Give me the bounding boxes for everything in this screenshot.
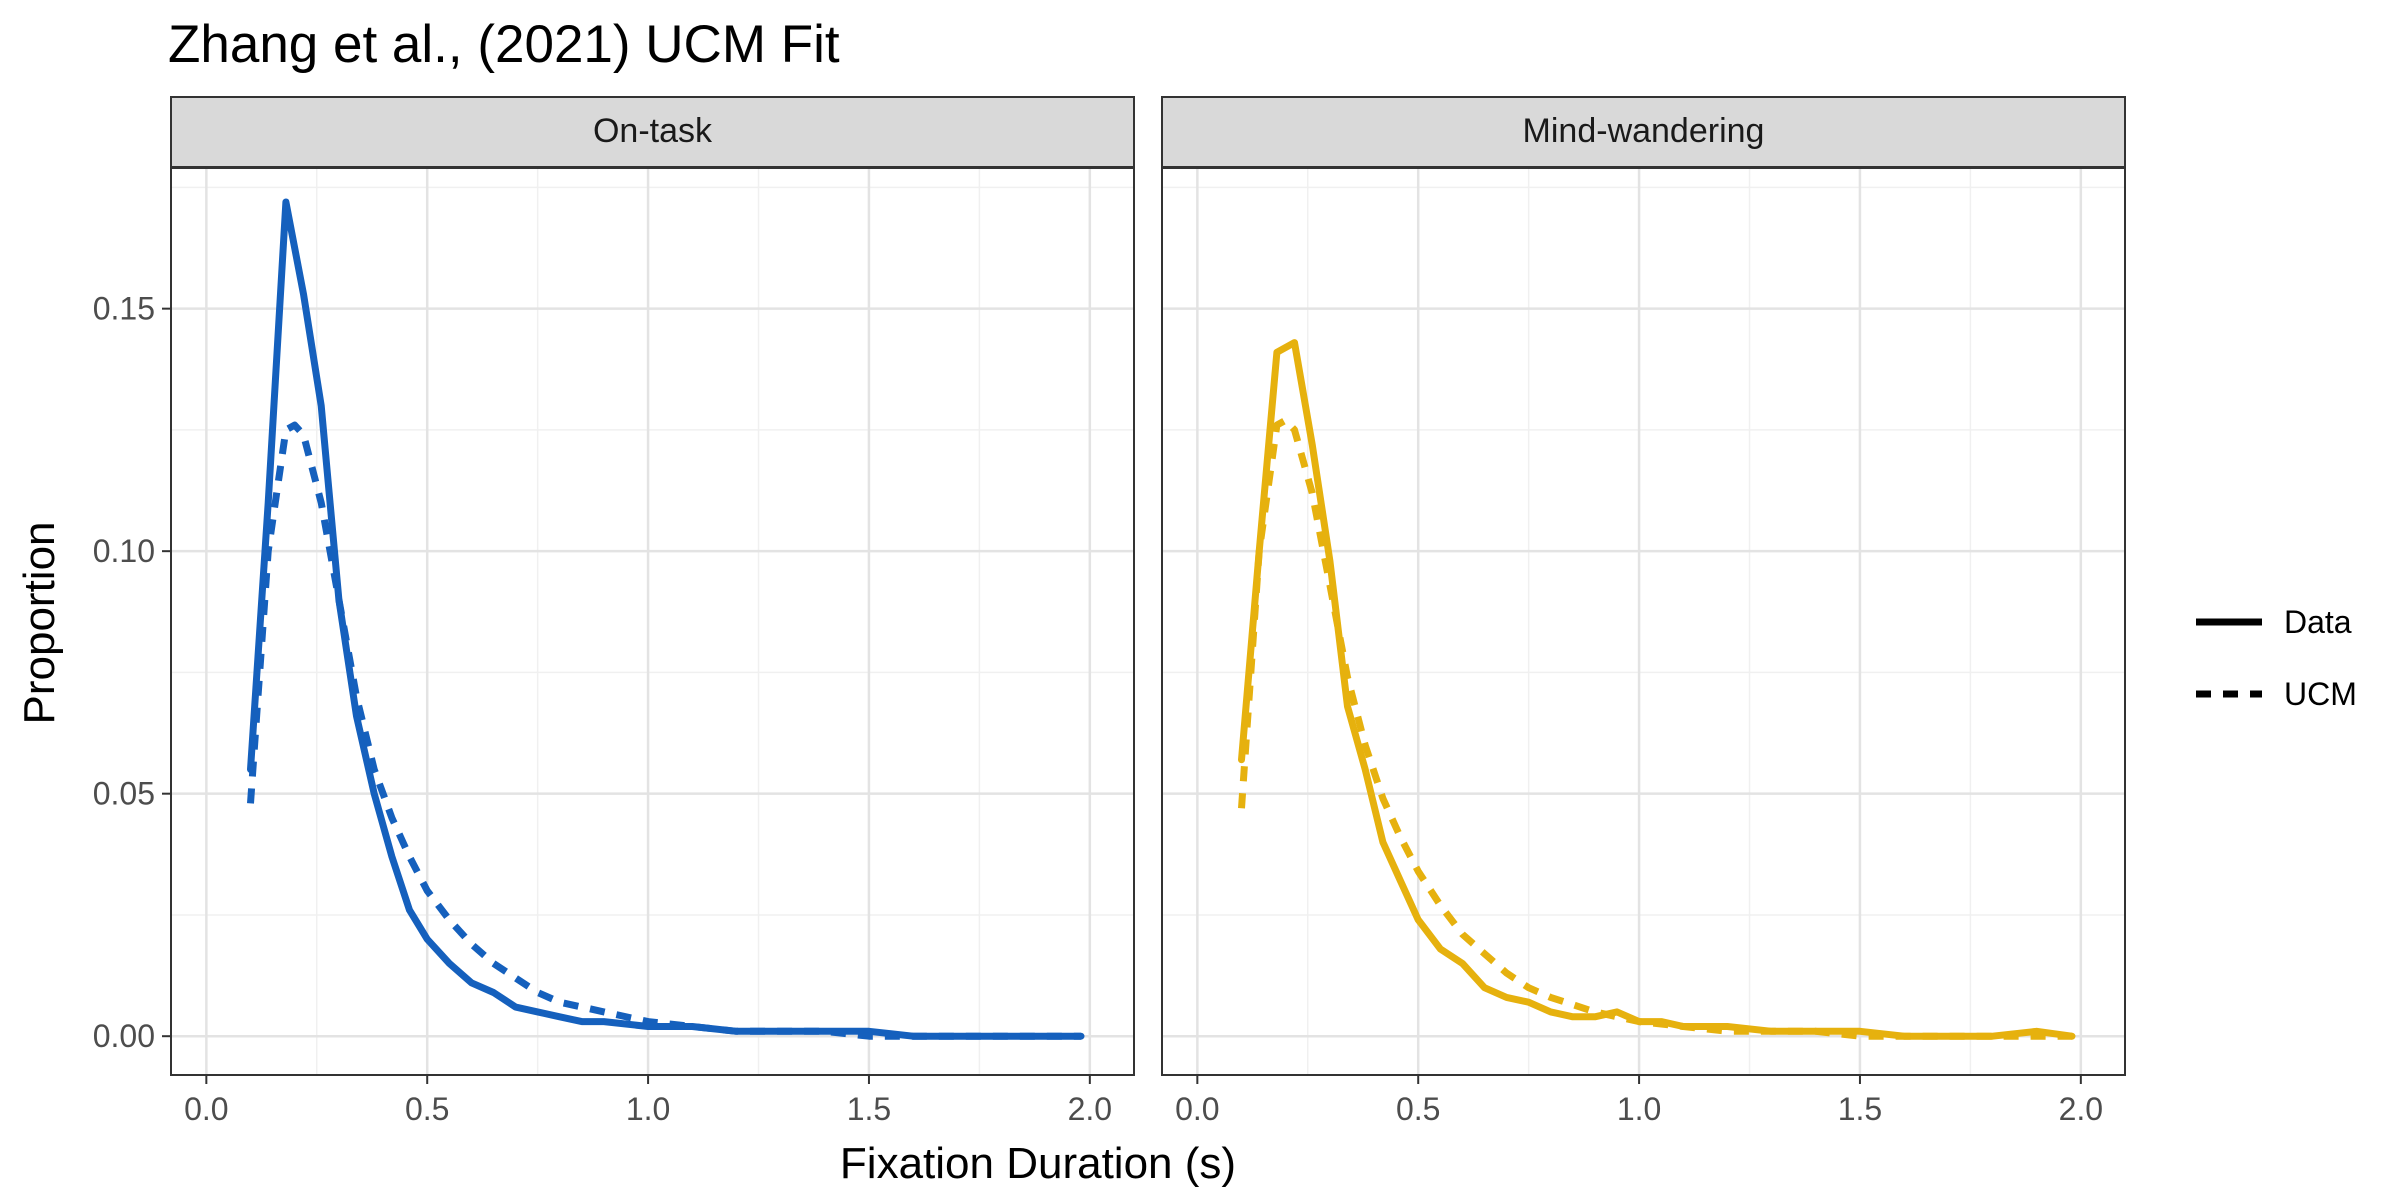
panel-strip-label: On-task [593, 112, 713, 150]
x-axis-title: Fixation Duration (s) [840, 1139, 1236, 1188]
panel-1: Mind-wandering 0.0 0.5 1.0 1.5 2.0 [1161, 96, 2126, 1127]
y-tick-label: 0.05 [93, 776, 155, 812]
panel-background [171, 168, 1134, 1075]
chart-title: Zhang et al., (2021) UCM Fit [168, 15, 840, 74]
y-axis-title: Proportion [15, 521, 64, 724]
series-line-data [247, 198, 1085, 1040]
x-tick-label: 1.0 [1617, 1091, 1661, 1127]
panel-border [170, 167, 1135, 1076]
series-line-ucm [247, 421, 1081, 1040]
legend-label-ucm: UCM [2284, 676, 2357, 712]
x-tick-label: 2.0 [1068, 1091, 1112, 1127]
legend: Data UCM [2196, 604, 2357, 712]
y-tick-label: 0.15 [93, 291, 155, 327]
x-tick-label: 0.0 [184, 1091, 228, 1127]
x-tick-label: 0.0 [1175, 1091, 1219, 1127]
panels-layer: On-task 0.0 0.5 1.0 1.5 2.0 Mind-wandering 0.0 0… [170, 96, 2126, 1127]
y-tick-label: 0.00 [93, 1018, 155, 1054]
y-tick-label: 0.10 [93, 533, 155, 569]
panel-border [1161, 167, 2126, 1076]
x-tick-label: 1.5 [847, 1091, 891, 1127]
x-tick-label: 0.5 [405, 1091, 449, 1127]
x-tick-label: 2.0 [2059, 1091, 2103, 1127]
series-line-ucm [1238, 416, 2072, 1040]
panel-0: On-task 0.0 0.5 1.0 1.5 2.0 [170, 96, 1135, 1127]
panel-strip [170, 96, 1135, 168]
panel-strip [1161, 96, 2126, 168]
panel-background [1162, 168, 2125, 1075]
x-tick-label: 1.5 [1838, 1091, 1882, 1127]
panel-strip-label: Mind-wandering [1523, 112, 1765, 150]
y-axis: 0.00 0.05 0.10 0.15 [93, 291, 171, 1054]
x-tick-label: 1.0 [626, 1091, 670, 1127]
legend-label-data: Data [2284, 604, 2352, 640]
x-tick-label: 0.5 [1396, 1091, 1440, 1127]
